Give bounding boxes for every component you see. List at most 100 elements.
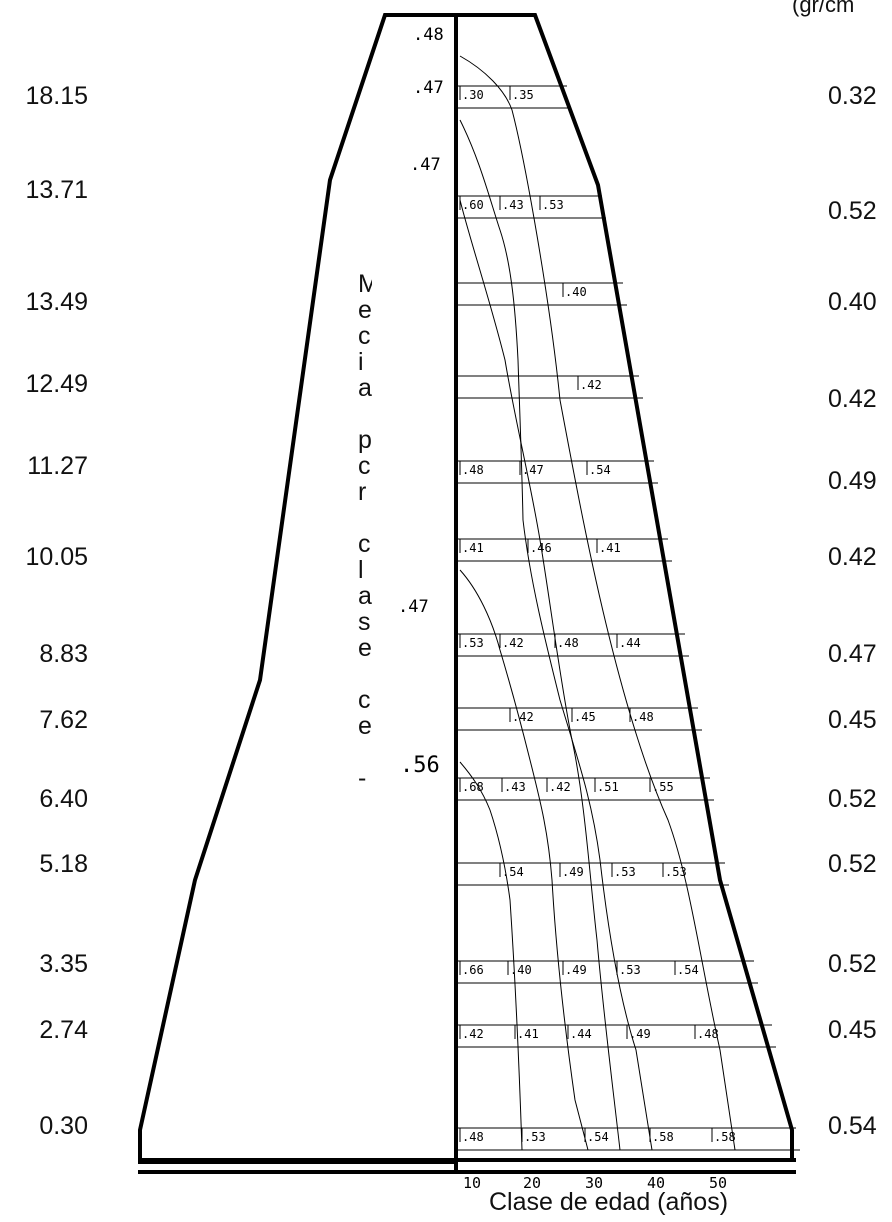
density-label: 0.52	[828, 950, 877, 978]
cell-value: .54	[502, 865, 524, 879]
ring-curves	[459, 55, 736, 1151]
cell-value: .41	[517, 1027, 539, 1041]
caption-fragment: c	[358, 688, 371, 713]
cell-value: .53	[542, 198, 564, 212]
section-lines	[456, 85, 800, 1151]
height-label: 11.27	[27, 452, 88, 480]
caption-fragment: p	[358, 428, 372, 453]
cell-value: .45	[574, 710, 596, 724]
cell-values: .30 .35 .60 .43 .53 .40 .42 .48 .47 .54 .41 .46 .41.…	[459, 86, 736, 1144]
cell-value: .53	[665, 865, 687, 879]
cell-value: .60	[462, 198, 484, 212]
ring-boundary-curve	[459, 55, 736, 1151]
pith-values: .48 .47 .47 .47 .56	[398, 25, 444, 778]
stem-profile-left	[138, 13, 456, 1164]
x-tick-label: 10	[463, 1174, 481, 1192]
cell-value: .54	[587, 1130, 609, 1144]
caption-fragment: c	[358, 324, 371, 349]
density-label: 0.52	[828, 785, 877, 813]
cell-value: .43	[502, 198, 524, 212]
cell-value: .53	[614, 865, 636, 879]
height-label: 13.71	[25, 176, 88, 204]
x-tick-label: 30	[585, 1174, 603, 1192]
stem-profile-right	[456, 13, 794, 1162]
cell-value: .47	[522, 463, 544, 477]
cell-value: .66	[462, 963, 484, 977]
cell-value: .42	[580, 378, 602, 392]
cell-value: .58	[714, 1130, 736, 1144]
height-label: 12.49	[25, 370, 88, 398]
cell-value: .42	[502, 636, 524, 650]
density-label: 0.42	[828, 543, 877, 571]
cell-value: .30	[462, 88, 484, 102]
density-label: 0.32	[828, 82, 877, 110]
cell-value: .48	[462, 1130, 484, 1144]
height-label: 18.15	[25, 82, 88, 110]
x-ticks: 10 20 30 40 50	[463, 1174, 727, 1192]
caption-fragment: i	[358, 350, 364, 375]
cell-value: .53	[462, 636, 484, 650]
caption-fragment: -	[358, 766, 367, 791]
pith-value: .56	[400, 753, 440, 778]
pith-value: .48	[413, 25, 444, 45]
cell-value: .48	[632, 710, 654, 724]
cell-value: .41	[599, 541, 621, 555]
density-label: 0.52	[828, 850, 877, 878]
cell-value: .48	[697, 1027, 719, 1041]
caption-fragment: a	[358, 376, 372, 401]
density-label: 0.42	[828, 385, 877, 413]
cell-value: .49	[565, 963, 587, 977]
height-label: 13.49	[25, 288, 88, 316]
cell-value: .40	[565, 285, 587, 299]
cell-value: .54	[589, 463, 611, 477]
caption-fragment: a	[358, 584, 372, 609]
density-label: 0.47	[828, 640, 877, 668]
cell-value: .35	[512, 88, 534, 102]
cell-value: .49	[562, 865, 584, 879]
caption-fragment: e	[358, 298, 372, 323]
ring-boundary-curve	[459, 119, 653, 1151]
x-tick-label: 50	[709, 1174, 727, 1192]
cell-value: .48	[557, 636, 579, 650]
density-label: 0.49	[828, 467, 877, 495]
density-label: 0.52	[828, 197, 877, 225]
height-label: 3.35	[39, 950, 88, 978]
cell-value: .53	[524, 1130, 546, 1144]
caption-fragment: r	[358, 480, 367, 505]
cell-value: .42	[549, 780, 571, 794]
caption-fragment: c	[358, 532, 371, 557]
cell-value: .44	[619, 636, 641, 650]
x-axis-title: Clase de edad (años)	[489, 1188, 729, 1216]
x-tick-label: 20	[523, 1174, 541, 1192]
cell-value: .44	[570, 1027, 592, 1041]
x-tick-label: 40	[647, 1174, 665, 1192]
pith-value: .47	[410, 155, 441, 175]
height-label: 0.30	[39, 1112, 88, 1140]
height-label: 2.74	[39, 1016, 88, 1044]
cell-value: .48	[462, 463, 484, 477]
caption-fragment: l	[358, 558, 364, 583]
height-label: 8.83	[39, 640, 88, 668]
caption-fragment: e	[358, 714, 372, 739]
cell-value: .49	[629, 1027, 651, 1041]
density-label: 0.54	[828, 1112, 877, 1140]
caption-fragment: s	[358, 610, 371, 635]
caption-fragment: c	[358, 454, 371, 479]
cell-value: .42	[512, 710, 534, 724]
ring-boundary-curve	[459, 199, 621, 1151]
cell-value: .58	[652, 1130, 674, 1144]
ring-boundary-curve	[459, 569, 589, 1151]
density-label: 0.45	[828, 1016, 877, 1044]
caption-fragment: M	[358, 272, 372, 297]
density-label: 0.40	[828, 288, 877, 316]
height-label: 6.40	[39, 785, 88, 813]
cell-value: .41	[462, 541, 484, 555]
cell-value: .40	[510, 963, 532, 977]
height-label: 7.62	[39, 706, 88, 734]
density-unit-label: (gr/cm	[792, 0, 855, 17]
cell-value: .51	[597, 780, 619, 794]
pith-value: .47	[398, 597, 429, 617]
ring-boundary-curve	[459, 761, 523, 1151]
height-label: 5.18	[39, 850, 88, 878]
